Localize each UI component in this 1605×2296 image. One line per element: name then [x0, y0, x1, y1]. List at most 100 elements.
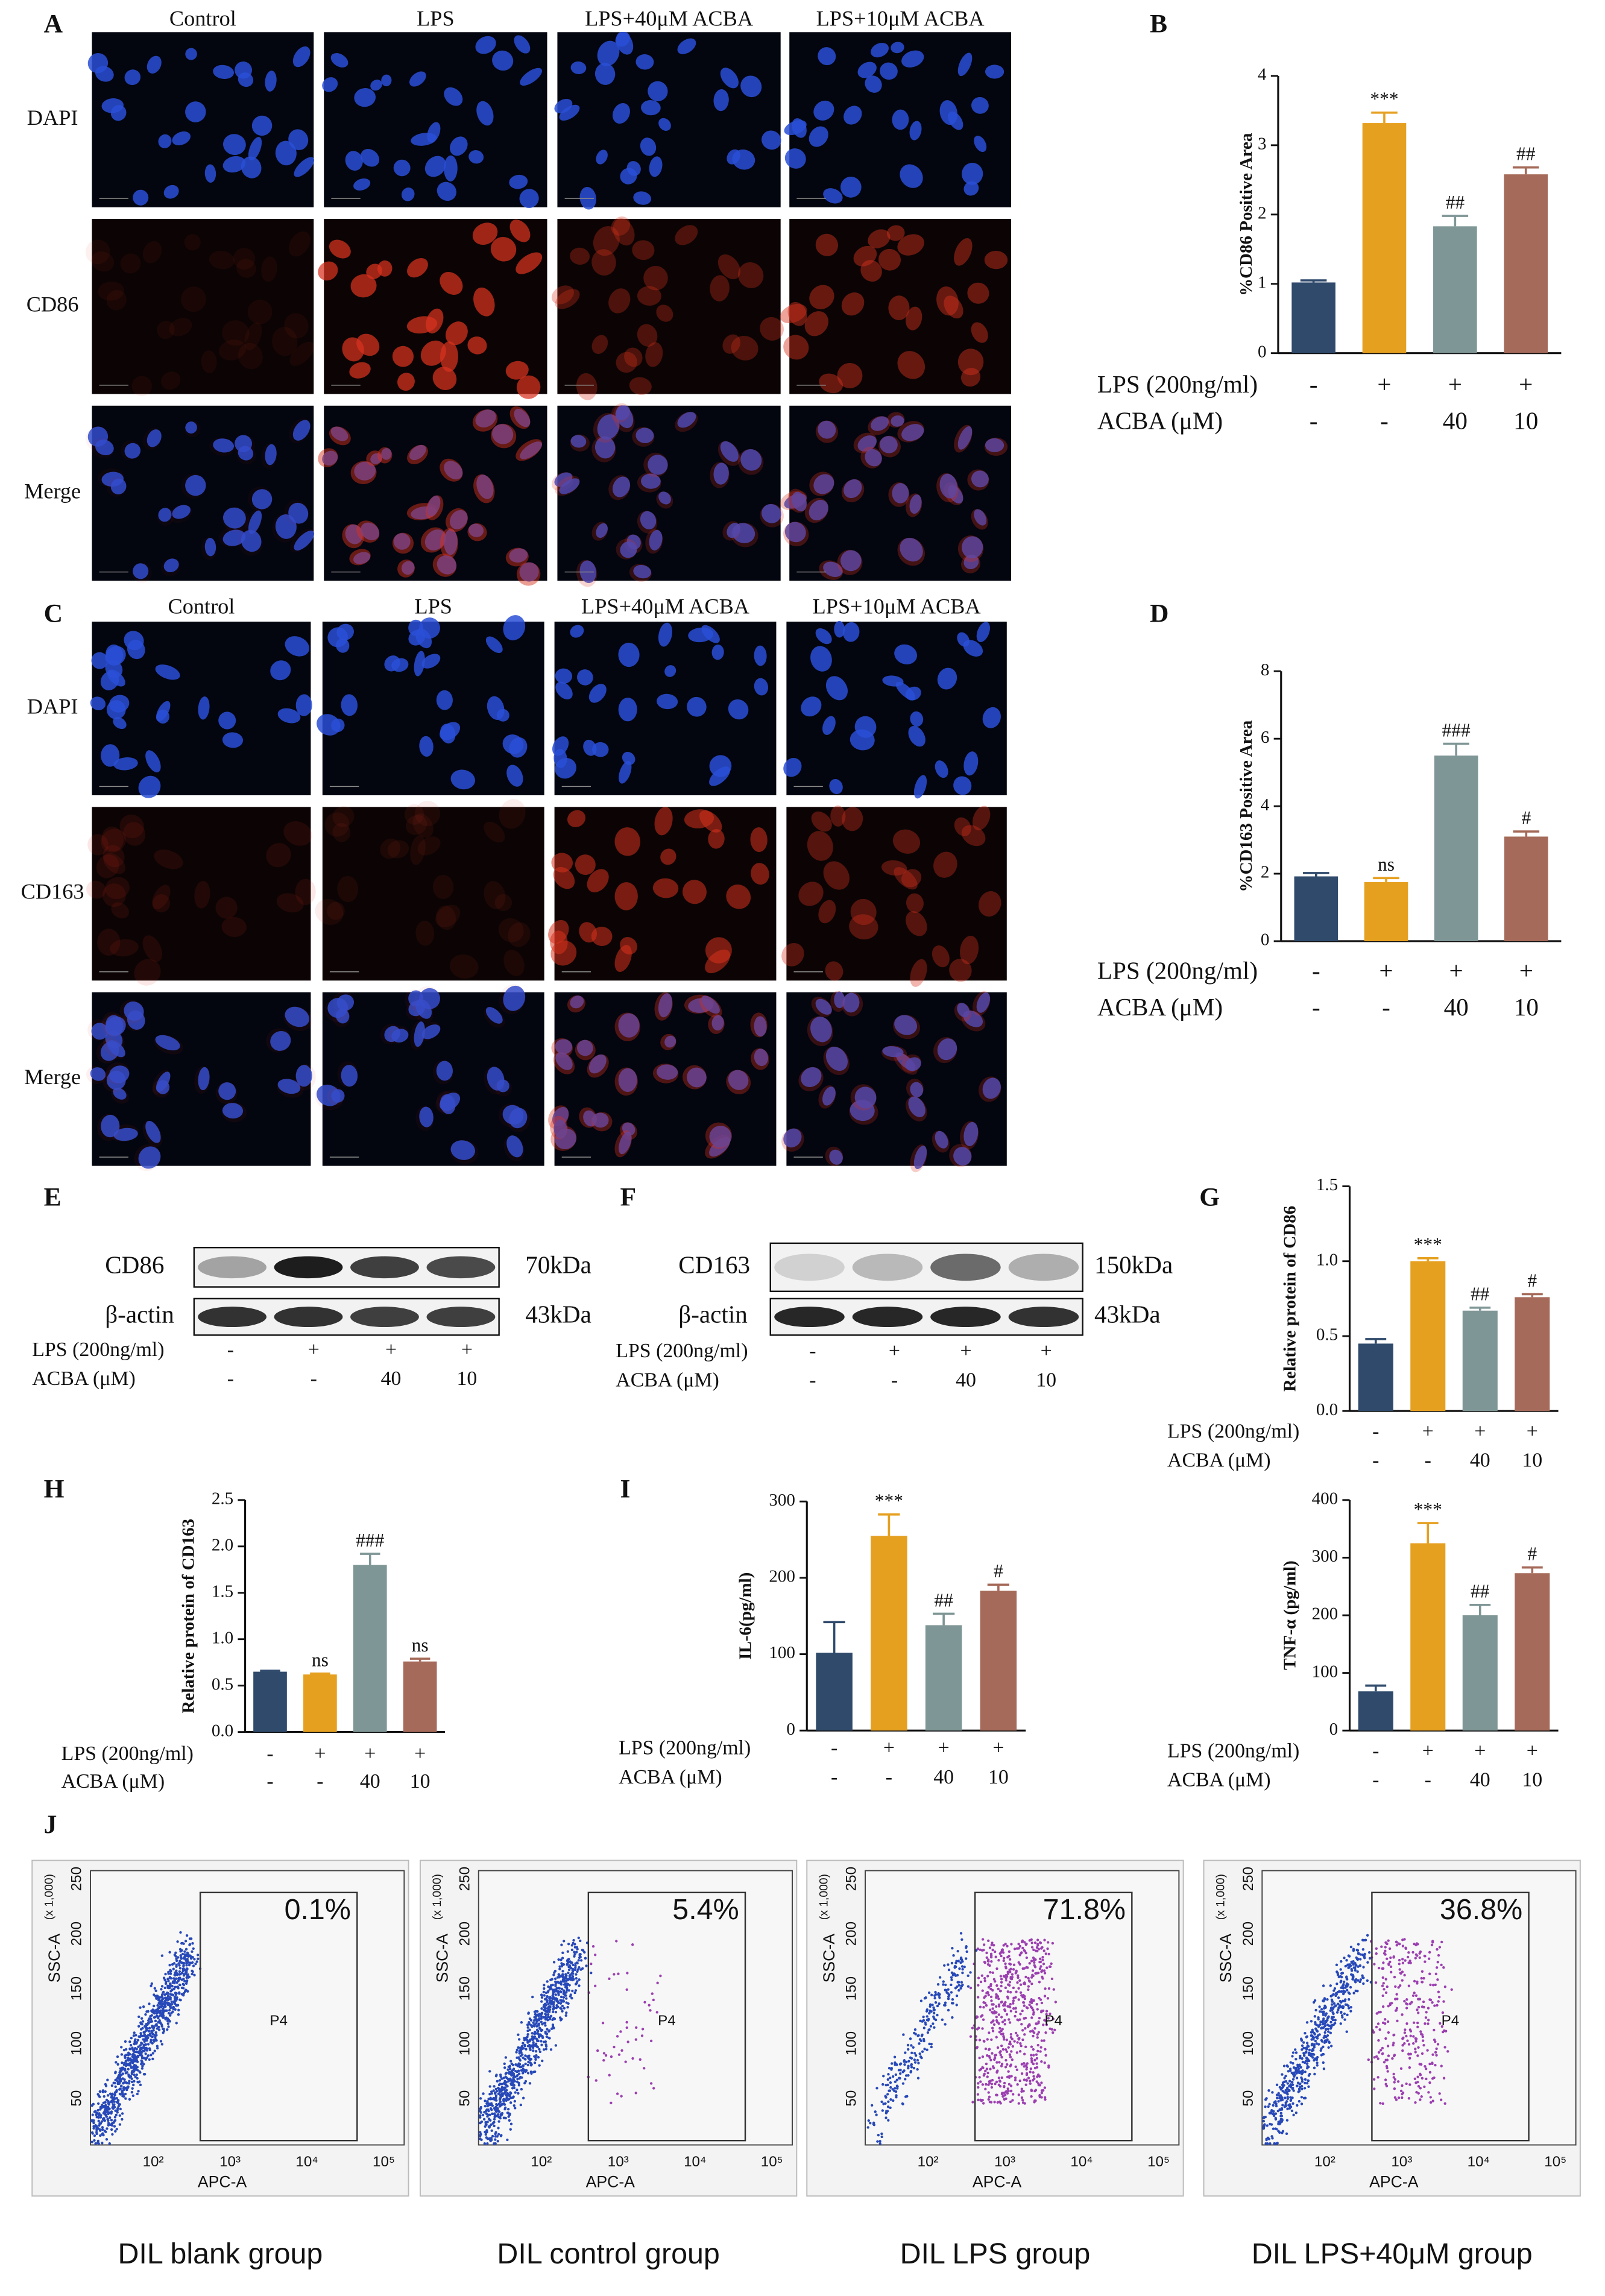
y-axis-title: Relative protein of CD163 — [178, 1519, 198, 1714]
event-dot — [1427, 2019, 1430, 2022]
marker-signal — [591, 927, 613, 946]
nucleus — [711, 1015, 724, 1031]
event-dot — [1001, 1948, 1004, 1951]
event-dot — [514, 2063, 517, 2066]
marker-signal — [499, 799, 526, 829]
event-dot — [573, 1951, 576, 1954]
event-dot — [572, 1938, 575, 1942]
event-dot — [1346, 1978, 1349, 1981]
event-dot — [513, 2099, 517, 2103]
y-tick-label: 250 — [843, 1867, 860, 1891]
event-dot — [1362, 1938, 1366, 1942]
event-dot — [1287, 2070, 1290, 2073]
nucleus — [106, 644, 124, 666]
event-dot — [626, 1972, 629, 1975]
event-dot — [1401, 1970, 1404, 1973]
nucleus — [901, 424, 924, 441]
marker-signal — [324, 812, 350, 837]
event-dot — [1006, 1970, 1009, 1973]
event-dot — [512, 2068, 515, 2072]
nucleus — [222, 529, 246, 546]
event-dot — [1442, 2000, 1445, 2003]
y-tick-label: 300 — [769, 1490, 795, 1510]
nucleus — [124, 1001, 144, 1021]
event-dot — [1343, 2018, 1346, 2021]
event-dot — [504, 2106, 507, 2109]
nucleus — [953, 1147, 972, 1166]
marker-signal — [551, 853, 573, 872]
y-tick-label: 50 — [69, 2090, 85, 2107]
panel-letter: G — [1199, 1182, 1220, 1211]
event-dot — [128, 2047, 131, 2051]
event-dot — [150, 1982, 153, 1985]
event-dot — [482, 2092, 485, 2095]
marker-signal — [660, 1033, 676, 1050]
event-dot — [1384, 1991, 1388, 1995]
event-dot — [643, 2067, 646, 2070]
event-dot — [493, 2092, 497, 2095]
event-dot — [119, 2069, 122, 2073]
event-dot — [498, 2079, 502, 2082]
blot-band — [852, 1254, 923, 1281]
event-dot — [1407, 1951, 1410, 1954]
condition-value: 10 — [1513, 406, 1538, 434]
event-dot — [1316, 2064, 1319, 2067]
event-dot — [1032, 2075, 1035, 2078]
marker-signal — [954, 238, 973, 266]
event-dot — [112, 2103, 115, 2107]
event-dot — [124, 2063, 127, 2067]
event-dot — [978, 2076, 981, 2079]
event-dot — [139, 2006, 142, 2009]
event-dot — [98, 2124, 101, 2127]
event-dot — [1381, 2102, 1384, 2105]
event-dot — [1038, 1996, 1041, 2000]
event-dot — [998, 1952, 1001, 1955]
blot-band — [930, 1254, 1001, 1281]
event-dot — [169, 1969, 172, 1973]
event-dot — [955, 1994, 959, 1998]
event-dot — [955, 2004, 958, 2007]
event-dot — [133, 2063, 136, 2067]
y-tick-label: 1.5 — [1316, 1175, 1338, 1194]
condition-value: + — [461, 1339, 473, 1361]
event-dot — [1419, 1950, 1422, 1954]
marker-signal — [705, 1122, 732, 1149]
event-dot — [178, 1973, 181, 1976]
event-dot — [494, 2106, 497, 2110]
event-dot — [102, 2133, 105, 2137]
event-dot — [1053, 2028, 1056, 2031]
event-dot — [1313, 2015, 1317, 2018]
event-dot — [1036, 2033, 1039, 2036]
event-dot — [508, 2067, 512, 2070]
event-dot — [117, 2105, 120, 2108]
y-tick-label: 50 — [456, 2090, 473, 2107]
marker-signal — [591, 249, 616, 276]
event-dot — [1418, 2063, 1421, 2066]
marker-signal — [608, 288, 631, 314]
event-dot — [1001, 2095, 1004, 2098]
event-dot — [540, 2015, 543, 2018]
significance-label: # — [1527, 1544, 1537, 1565]
marker-signal — [473, 474, 495, 503]
bar — [1410, 1261, 1446, 1411]
gate-percent: 71.8% — [1043, 1893, 1126, 1926]
event-dot — [1289, 2098, 1293, 2101]
event-dot — [1045, 1966, 1048, 1969]
event-dot — [1030, 2016, 1033, 2019]
event-dot — [547, 2036, 550, 2039]
marker-signal — [154, 1035, 183, 1055]
marker-signal — [587, 1054, 609, 1078]
event-dot — [895, 2078, 899, 2081]
event-dot — [551, 2023, 555, 2026]
event-dot — [1317, 2043, 1320, 2046]
event-dot — [903, 2063, 906, 2066]
event-dot — [517, 2081, 520, 2084]
event-dot — [540, 1996, 544, 1999]
event-dot — [155, 1997, 158, 2000]
event-dot — [118, 2078, 121, 2081]
condition-value: + — [1448, 370, 1462, 398]
event-dot — [1274, 2118, 1278, 2121]
event-dot — [1381, 2046, 1384, 2050]
event-dot — [993, 2101, 996, 2104]
event-dot — [1405, 2022, 1408, 2025]
